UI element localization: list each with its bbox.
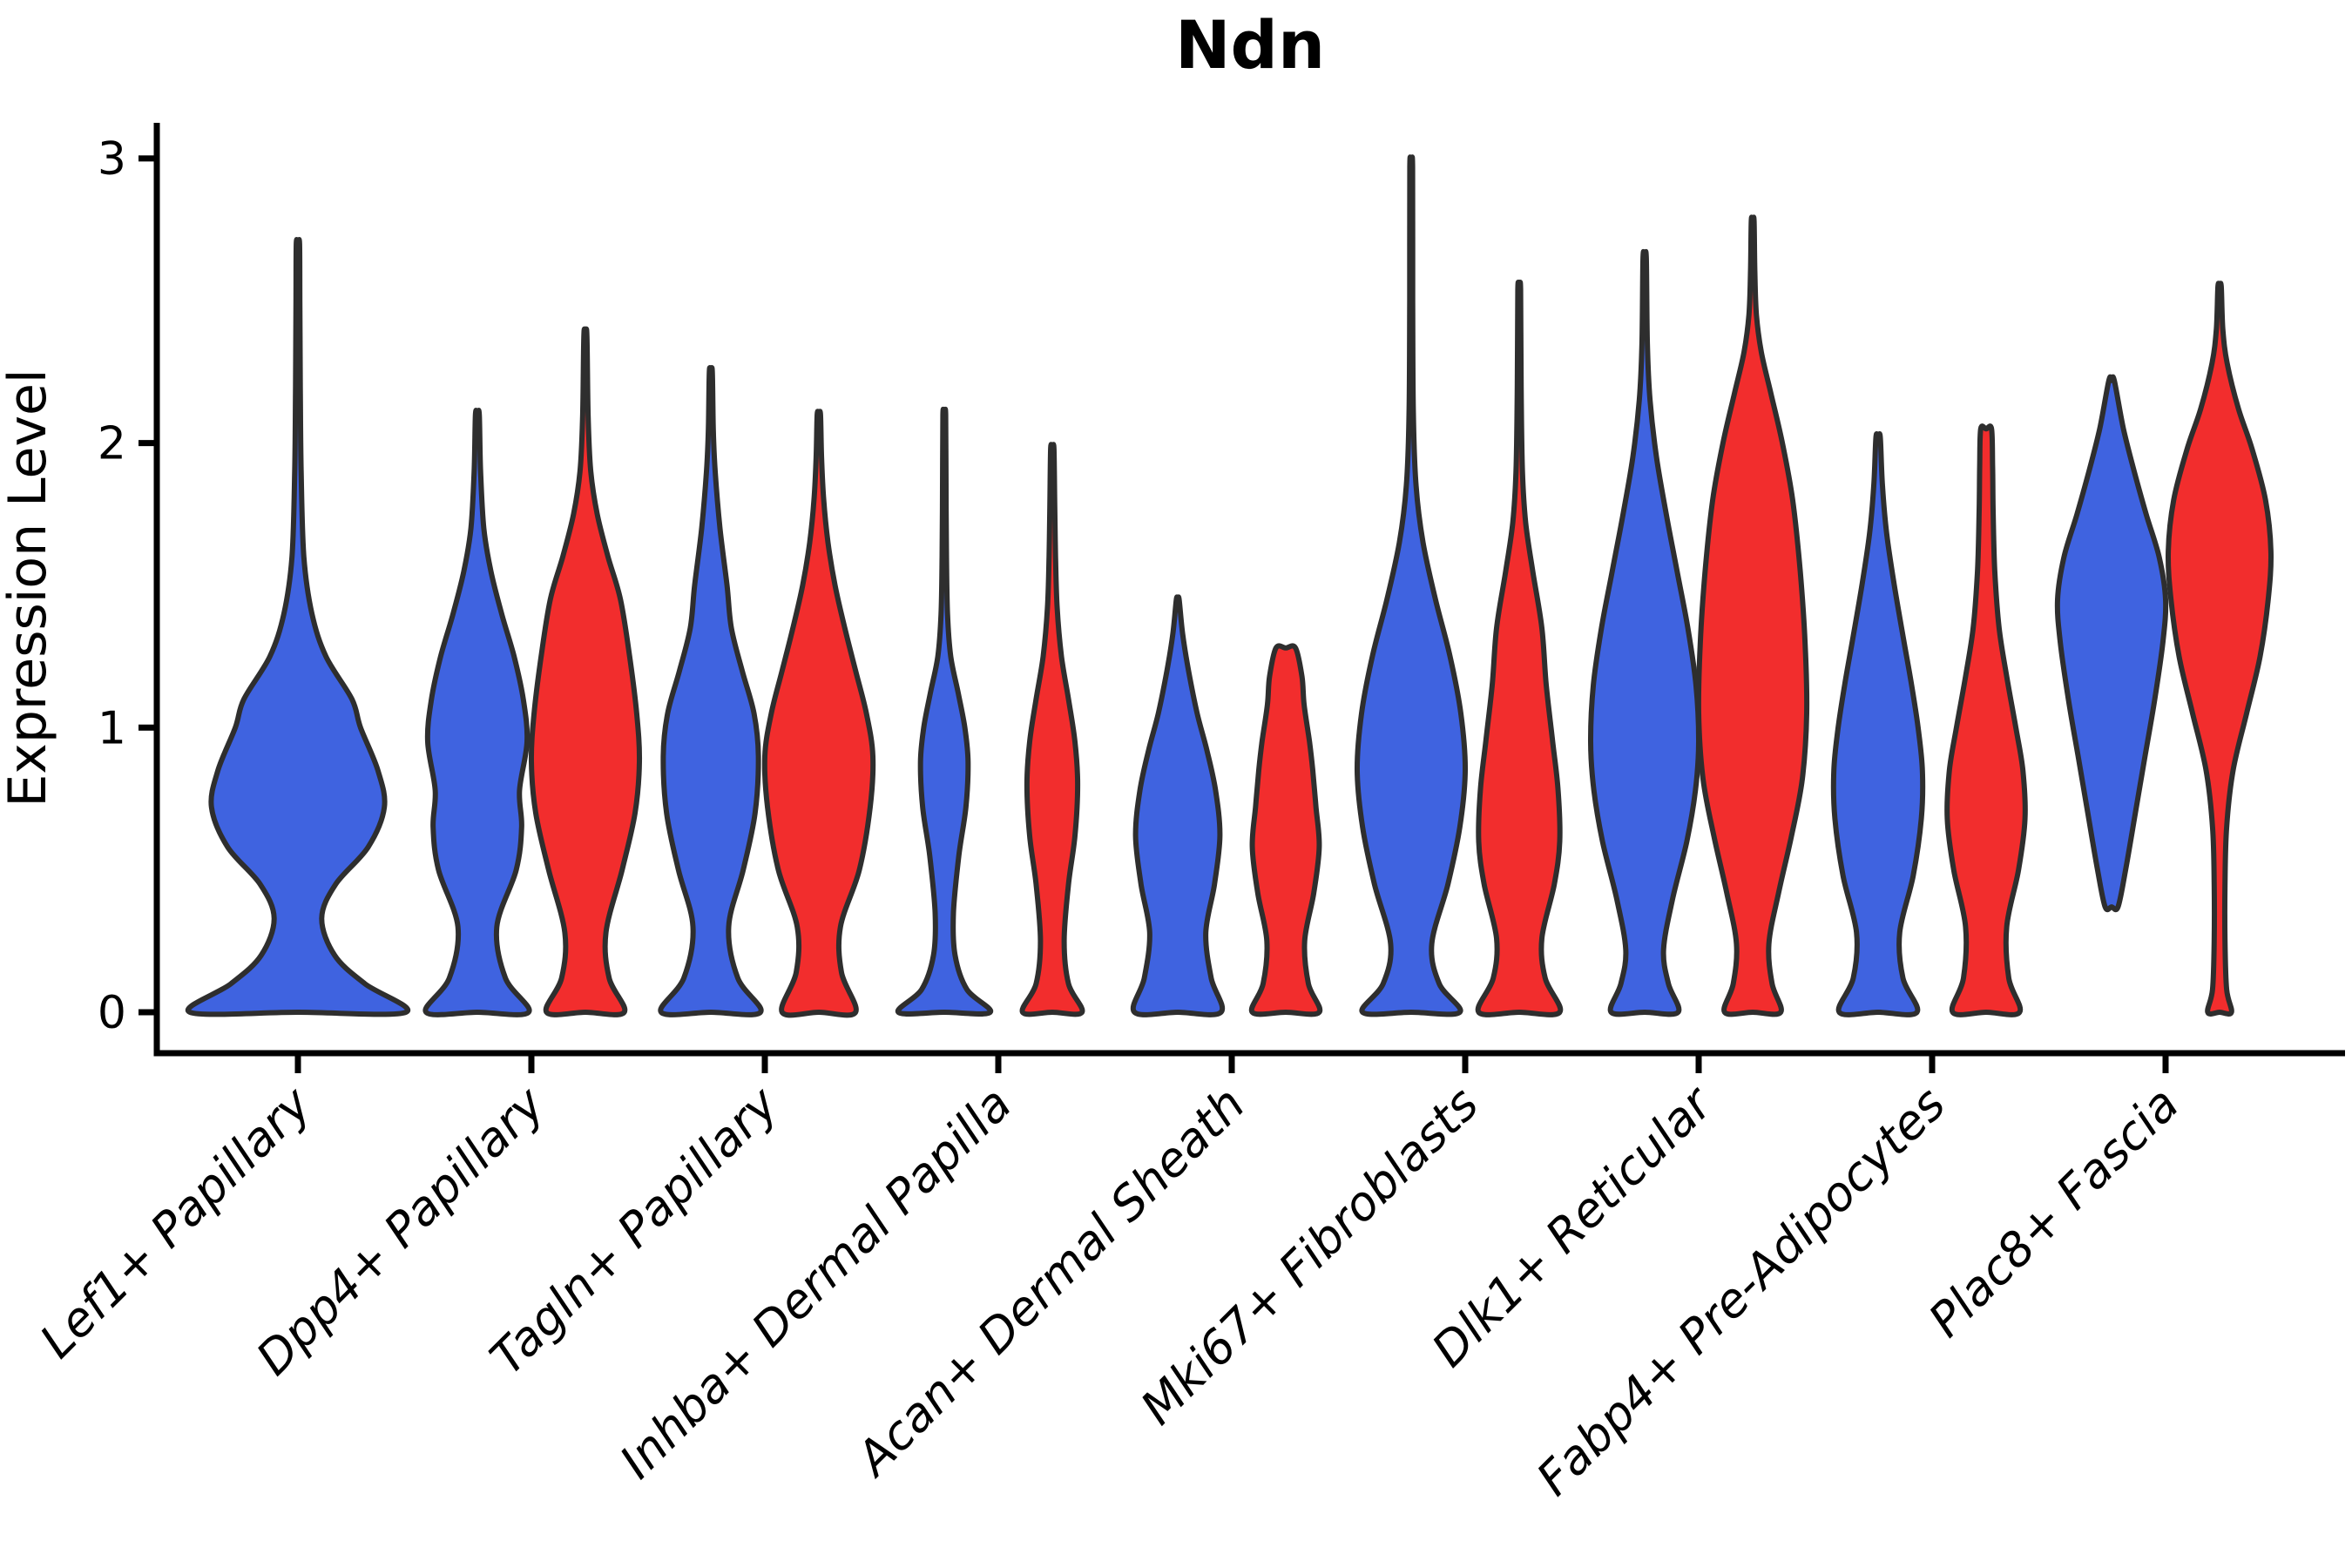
y-tick-label: 3 [98,133,126,186]
y-tick-label: 0 [98,987,126,1039]
x-tick-label-4: Acan+ Dermal Sheath [844,1077,1255,1488]
y-tick-label: 1 [98,702,126,754]
violin-group-red-cat3 [1019,442,1085,1017]
violin-group-blue-cat7 [1830,431,1926,1017]
violin-group-red-cat8 [2166,280,2274,1017]
violin-group-blue-cat3 [895,406,994,1017]
violin-group-blue-cat2 [658,365,764,1017]
y-axis-label: Expression Level [0,368,58,807]
violins-layer [185,154,2274,1018]
violin-group-blue-cat0 [185,237,411,1017]
y-tick-label: 2 [98,418,126,470]
violin-group-blue-cat8 [2054,374,2169,913]
violin-group-red-cat7 [1944,423,2028,1017]
x-tick-label-7: Fabp4+ Pre-Adipocytes [1526,1077,1956,1506]
violin-group-red-cat4 [1248,643,1323,1017]
violin-group-blue-cat6 [1587,249,1702,1017]
axes [139,123,2345,1073]
violin-group-red-cat1 [528,326,643,1017]
violin-group-red-cat5 [1475,280,1564,1017]
plot-title: Ndn [1175,6,1325,84]
violin-group-red-cat2 [761,409,876,1018]
x-tick-label-8: Plac8+ Fascia [1918,1077,2189,1348]
violin-group-red-cat6 [1695,214,1810,1017]
violin-group-blue-cat4 [1130,594,1226,1017]
violin-group-blue-cat1 [422,408,532,1017]
x-tick-label-3: Inhba+ Dermal Papilla [609,1077,1022,1490]
violin-group-blue-cat5 [1354,154,1469,1017]
